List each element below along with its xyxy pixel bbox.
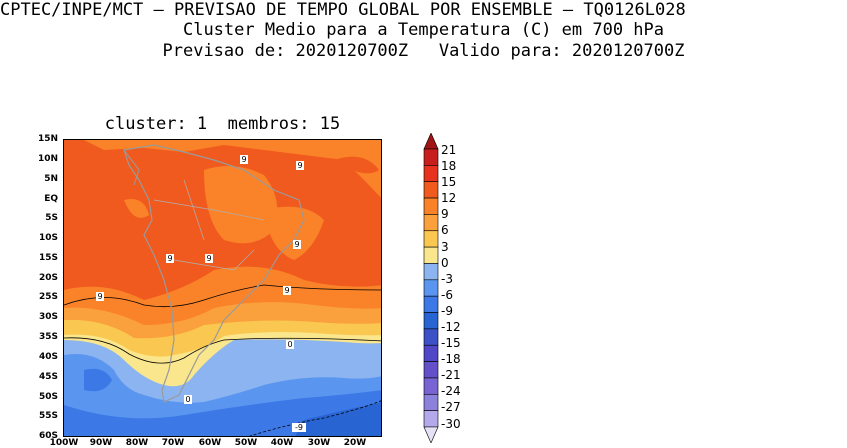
colorbar-label: -12 (441, 320, 461, 334)
colorbar-label: -3 (441, 272, 453, 286)
lat-label: 15S (38, 253, 58, 263)
colorbar-cell (423, 312, 439, 330)
continent-outline (123, 144, 305, 403)
colorbar-label: -24 (441, 384, 461, 398)
colorbar-cell (423, 246, 439, 264)
contour-label: 9 (97, 292, 102, 301)
colorbar-label: 9 (441, 207, 449, 221)
contour-label: -9 (295, 423, 303, 432)
colorbar-cell (423, 344, 439, 362)
lat-label: EQ (44, 194, 58, 204)
colorbar-cell (423, 279, 439, 297)
lat-label: 20S (38, 273, 58, 283)
field-9-brazil (264, 206, 324, 260)
colorbar-label: -30 (441, 417, 461, 431)
lat-label: 5N (44, 174, 58, 184)
header-title-line1: CPTEC/INPE/MCT — PREVISAO DE TEMPO GLOBA… (0, 0, 686, 20)
colorbar-cell (423, 181, 439, 199)
colorbar-label: -18 (441, 352, 461, 366)
colorbar-cell (423, 230, 439, 248)
lon-label: 90W (89, 438, 113, 448)
colorbar-cell (423, 295, 439, 313)
colorbar-svg (423, 132, 439, 444)
colorbar-label: -6 (441, 288, 453, 302)
lat-label: 40S (38, 352, 58, 362)
lat-label: 60S (38, 431, 58, 441)
colorbar-label: 0 (441, 256, 449, 270)
header-title-line2: Cluster Medio para a Temperatura (C) em … (182, 20, 665, 40)
field-minus12 (295, 402, 381, 436)
colorbar-cell (423, 165, 439, 183)
colorbar-cell (423, 214, 439, 232)
colorbar (423, 132, 439, 447)
colorbar-cap-top (423, 132, 439, 150)
colorbar-cells (423, 132, 439, 444)
map-subtitle: cluster: 1 membros: 15 (104, 114, 341, 134)
lat-label: 15N (37, 134, 58, 144)
colorbar-cell (423, 410, 439, 428)
contour-label: 9 (294, 240, 299, 249)
colorbar-label: 21 (441, 143, 457, 157)
lon-label: 20W (343, 438, 367, 448)
lat-label: 10N (37, 154, 58, 164)
colorbar-label: 12 (441, 191, 457, 205)
lat-label: 30S (38, 312, 58, 322)
lat-label: 5S (45, 213, 58, 223)
colorbar-cell (423, 393, 439, 411)
lon-label: 70W (161, 438, 185, 448)
colorbar-cap-bottom (423, 426, 439, 444)
colorbar-cell (423, 197, 439, 215)
field-12-patch (334, 156, 379, 174)
temperature-map: 9 9 9 9 9 9 9 0 0 -9 (63, 139, 382, 437)
lat-label: 35S (38, 332, 58, 342)
contour-label: 9 (206, 254, 211, 263)
contour-label: 9 (297, 161, 302, 170)
colorbar-label: 6 (441, 223, 449, 237)
lat-label: 50S (38, 392, 58, 402)
lon-label: 60W (198, 438, 222, 448)
lon-label: 80W (125, 438, 149, 448)
colorbar-label: 3 (441, 240, 449, 254)
colorbar-label: -21 (441, 368, 461, 382)
colorbar-label: -15 (441, 336, 461, 350)
lat-label: 25S (38, 292, 58, 302)
field-9-north (84, 140, 381, 198)
contour-label: 0 (185, 395, 190, 404)
lat-label: 45S (38, 372, 58, 382)
colorbar-cell (423, 361, 439, 379)
colorbar-label: 18 (441, 159, 457, 173)
country-borders (153, 179, 265, 271)
colorbar-cell (423, 263, 439, 281)
field-9-amazon (204, 166, 278, 244)
lon-label: 40W (270, 438, 294, 448)
colorbar-label: -9 (441, 304, 453, 318)
colorbar-cell (423, 377, 439, 395)
contour-label: 9 (167, 254, 172, 263)
central-america-outline (123, 149, 140, 186)
contour-label: 9 (284, 286, 289, 295)
colorbar-cell (423, 148, 439, 166)
field-9-patch (124, 199, 149, 218)
contour-minus9 (248, 400, 381, 436)
field-minus9-patch (84, 368, 112, 392)
temperature-map-svg: 9 9 9 9 9 9 9 0 0 -9 (64, 140, 381, 436)
colorbar-cell (423, 328, 439, 346)
header-title-line3: Previsao de: 2020120700Z Valido para: 20… (162, 41, 685, 61)
contour-0 (64, 337, 381, 364)
contour-label: 0 (287, 340, 292, 349)
lat-label: 10S (38, 233, 58, 243)
colorbar-label: 15 (441, 175, 457, 189)
contour-9 (64, 284, 381, 308)
colorbar-label: -27 (441, 400, 461, 414)
lat-label: 55S (38, 411, 58, 421)
contour-label: 9 (241, 155, 246, 164)
lon-label: 30W (307, 438, 331, 448)
lon-label: 100W (49, 438, 79, 448)
lon-label: 50W (234, 438, 258, 448)
